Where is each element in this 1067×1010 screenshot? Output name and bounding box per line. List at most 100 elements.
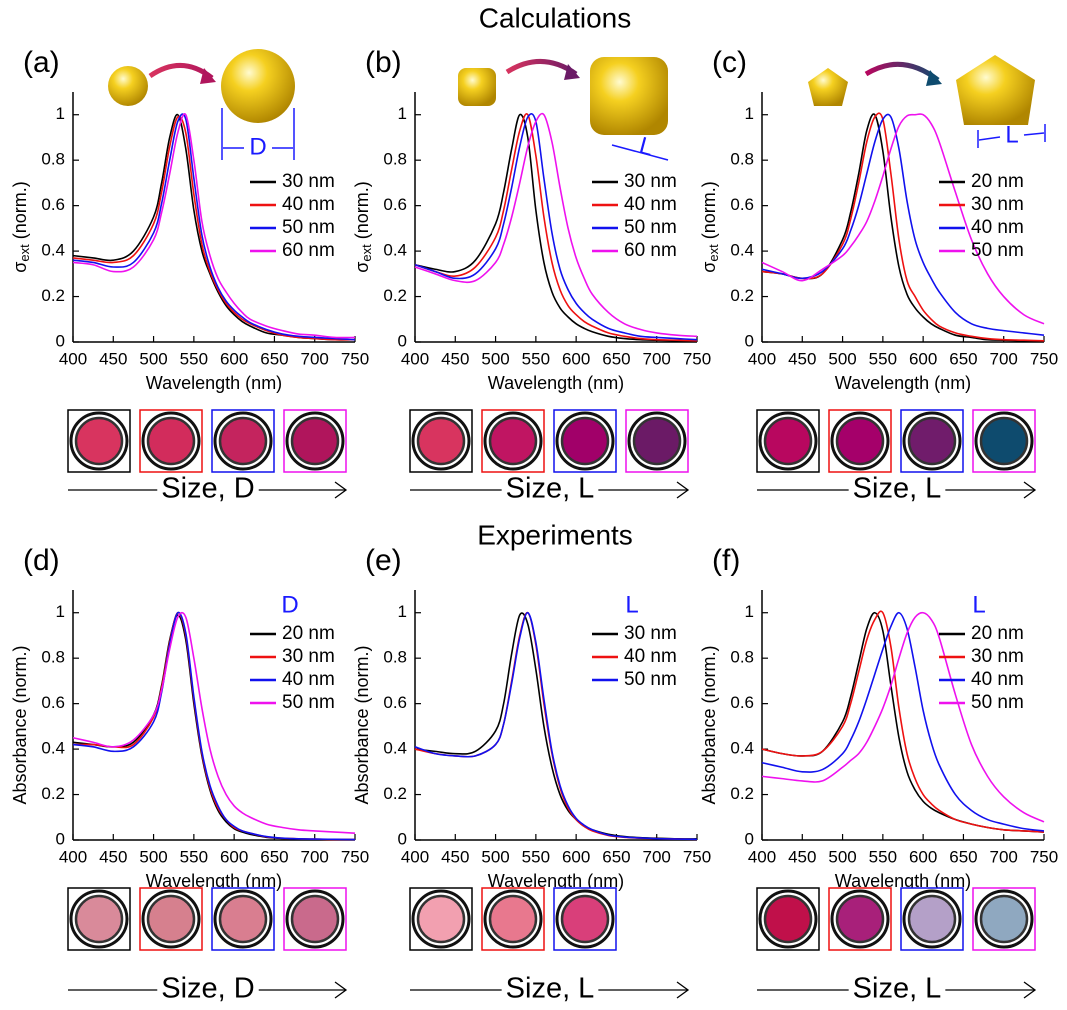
legend-label: 30 nm — [971, 646, 1024, 667]
caption: Size, L — [853, 973, 942, 1005]
legend-label: 50 nm — [624, 669, 677, 690]
y-tick-label: 0 — [398, 829, 407, 848]
caption: Size, L — [853, 473, 942, 505]
legend-title: L — [625, 591, 638, 618]
y-label-unit: (norm.) — [10, 181, 30, 239]
x-tick-label: 600 — [562, 349, 590, 368]
x-tick-label: 600 — [220, 847, 248, 866]
color-swatch — [765, 418, 811, 464]
x-tick-label: 500 — [481, 349, 509, 368]
section-heading: Calculations — [479, 2, 632, 33]
y-axis-label: Absorbance (norm.) — [699, 645, 719, 804]
y-tick-label: 0.4 — [730, 739, 754, 758]
x-tick-label: 450 — [99, 847, 127, 866]
legend-label: 40 nm — [282, 669, 335, 690]
color-swatch — [765, 896, 811, 942]
x-tick-label: 750 — [683, 847, 711, 866]
panel-label: (a) — [23, 46, 60, 79]
y-axis-label: σext(norm.) — [10, 181, 33, 272]
x-tick-label: 400 — [401, 349, 429, 368]
illustration — [108, 49, 295, 160]
legend-title: D — [281, 591, 298, 618]
y-tick-label: 0.2 — [730, 286, 754, 305]
x-tick-label: 650 — [260, 349, 288, 368]
x-tick-label: 450 — [788, 847, 816, 866]
color-swatch — [76, 896, 122, 942]
y-axis-label: σext(norm.) — [699, 181, 722, 272]
color-swatch — [292, 896, 338, 942]
x-tick-label: 400 — [401, 847, 429, 866]
y-tick-label: 0.6 — [730, 693, 754, 712]
color-swatch — [292, 418, 338, 464]
y-tick-label: 0.2 — [41, 784, 65, 803]
x-tick-label: 600 — [909, 349, 937, 368]
x-axis-label: Wavelength (nm) — [488, 373, 624, 393]
y-tick-label: 0.8 — [730, 648, 754, 667]
y-tick-label: 0.8 — [383, 648, 407, 667]
x-tick-label: 750 — [1030, 349, 1058, 368]
legend-label: 20 nm — [971, 623, 1024, 644]
y-tick-label: 1 — [398, 602, 407, 621]
figure: Calculations Experiments D L L (a) 400 450… — [0, 0, 1067, 1010]
x-tick-label: 700 — [643, 349, 671, 368]
section-heading: Experiments — [477, 519, 633, 550]
legend-label: 20 nm — [282, 623, 335, 644]
y-tick-label: 0 — [398, 331, 407, 350]
x-tick-label: 650 — [602, 349, 630, 368]
dimension-label: L — [636, 132, 656, 162]
y-tick-label: 0 — [745, 331, 754, 350]
color-swatch — [418, 418, 464, 464]
legend-label: 60 nm — [624, 240, 677, 261]
y-tick-label: 0.4 — [41, 739, 65, 758]
y-tick-label: 1 — [56, 104, 65, 123]
color-swatch — [490, 896, 536, 942]
legend-label: 50 nm — [971, 240, 1024, 261]
x-tick-label: 400 — [59, 349, 87, 368]
color-swatch — [837, 896, 883, 942]
y-tick-label: 0.2 — [41, 286, 65, 305]
y-tick-label: 1 — [745, 104, 754, 123]
color-swatch — [909, 418, 955, 464]
legend-label: 50 nm — [624, 217, 677, 238]
x-tick-label: 500 — [139, 349, 167, 368]
x-tick-label: 400 — [748, 847, 776, 866]
y-tick-label: 0.8 — [730, 150, 754, 169]
x-tick-label: 550 — [180, 349, 208, 368]
x-tick-label: 700 — [643, 847, 671, 866]
caption: Size, D — [161, 973, 254, 1005]
color-swatch — [634, 418, 680, 464]
x-tick-label: 450 — [441, 349, 469, 368]
x-tick-label: 450 — [441, 847, 469, 866]
y-tick-label: 0.8 — [383, 150, 407, 169]
x-tick-label: 450 — [788, 349, 816, 368]
x-tick-label: 600 — [220, 349, 248, 368]
y-label-symbol: σ — [352, 262, 372, 273]
y-tick-label: 0.2 — [730, 784, 754, 803]
panel-label: (c) — [712, 46, 747, 79]
x-axis-label: Wavelength (nm) — [835, 373, 971, 393]
panel-label: (f) — [712, 544, 740, 577]
y-label-symbol: σ — [10, 262, 30, 273]
color-swatch — [837, 418, 883, 464]
color-swatch — [418, 896, 464, 942]
x-tick-label: 600 — [909, 847, 937, 866]
x-tick-label: 600 — [562, 847, 590, 866]
legend-label: 60 nm — [282, 240, 335, 261]
x-tick-label: 650 — [949, 349, 977, 368]
legend-label: 30 nm — [282, 646, 335, 667]
x-tick-label: 750 — [341, 349, 369, 368]
caption: Size, D — [161, 473, 254, 505]
series-line — [762, 613, 1044, 822]
y-label-unit: (norm.) — [699, 181, 719, 239]
y-label-unit: (norm.) — [352, 181, 372, 239]
x-axis-label: Wavelength (nm) — [146, 373, 282, 393]
y-tick-label: 1 — [398, 104, 407, 123]
x-tick-label: 550 — [869, 847, 897, 866]
y-tick-label: 0.2 — [383, 784, 407, 803]
color-swatch — [981, 418, 1027, 464]
dimension-label: D — [249, 133, 266, 160]
y-tick-label: 0 — [56, 331, 65, 350]
color-swatch — [490, 418, 536, 464]
x-tick-label: 700 — [990, 847, 1018, 866]
caption: Size, L — [506, 473, 595, 505]
